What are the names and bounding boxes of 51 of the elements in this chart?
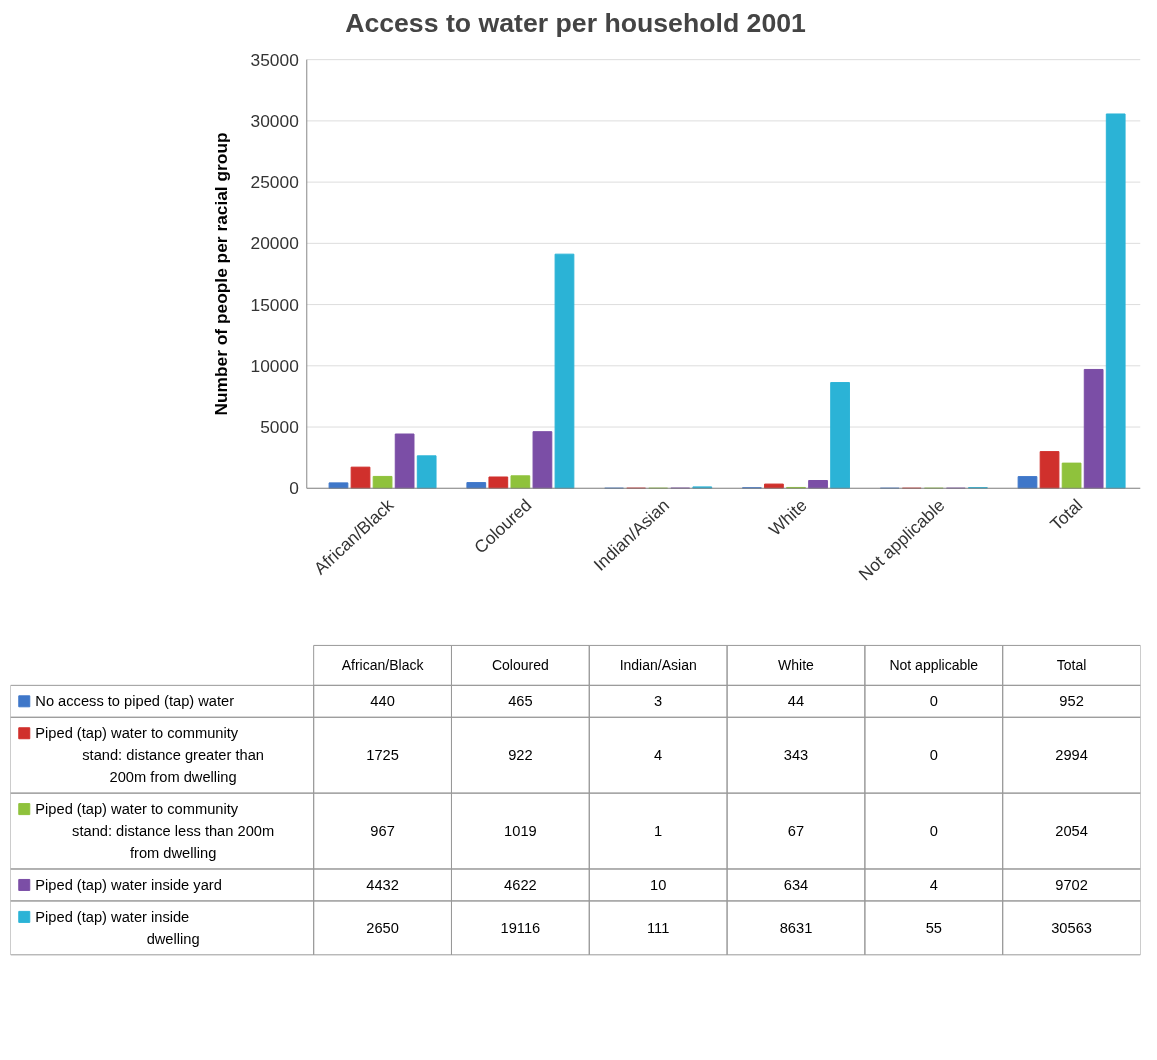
y-tick-label: 25000 bbox=[250, 172, 299, 193]
data-label: 922 bbox=[508, 747, 533, 764]
category-label: Not applicable bbox=[889, 657, 979, 674]
data-label: 634 bbox=[783, 876, 809, 893]
y-tick-label: 10000 bbox=[250, 355, 299, 376]
data-label: 967 bbox=[370, 823, 395, 840]
data-label: 4 bbox=[929, 876, 938, 893]
data-label: 19116 bbox=[500, 919, 541, 936]
category-label: Coloured bbox=[491, 657, 549, 674]
data-label: 465 bbox=[508, 693, 533, 710]
data-label: 8631 bbox=[779, 919, 813, 936]
data-label: 4 bbox=[654, 747, 663, 764]
y-tick-label: 0 bbox=[289, 478, 299, 499]
legend-label: Piped (tap) water to community stand: distance less than 200m from dwelling bbox=[35, 801, 275, 862]
data-label: 4432 bbox=[366, 876, 399, 893]
data-label: 44 bbox=[787, 693, 805, 710]
data-label: 111 bbox=[647, 919, 670, 936]
category-label: Total bbox=[1056, 657, 1087, 674]
legend-label: Piped (tap) water inside dwelling bbox=[35, 908, 200, 947]
y-tick-label: 5000 bbox=[260, 417, 299, 438]
data-label: 2994 bbox=[1055, 747, 1088, 764]
data-label: 2054 bbox=[1055, 823, 1088, 840]
data-label: 2650 bbox=[366, 919, 399, 936]
category-label: African/Black bbox=[341, 657, 424, 674]
data-label: 952 bbox=[1059, 693, 1084, 710]
data-label: 4622 bbox=[504, 876, 537, 893]
legend-label: Piped (tap) water to community stand: distance greater than 200m from dwelling bbox=[35, 725, 264, 786]
data-label: 0 bbox=[929, 693, 938, 710]
y-tick-label: 15000 bbox=[250, 294, 299, 315]
category-label: White bbox=[778, 657, 814, 674]
data-label: 1725 bbox=[366, 747, 399, 764]
data-label: 440 bbox=[370, 693, 395, 710]
data-label: 30563 bbox=[1051, 919, 1092, 936]
data-label: 67 bbox=[787, 823, 805, 840]
y-tick-label: 35000 bbox=[250, 49, 299, 70]
data-label: 0 bbox=[929, 823, 938, 840]
data-label: 9702 bbox=[1055, 876, 1088, 893]
data-label: 0 bbox=[929, 747, 938, 764]
data-label: 3 bbox=[654, 693, 663, 710]
y-axis-title: Number of people per racial group bbox=[211, 132, 232, 416]
data-label: 1 bbox=[654, 823, 663, 840]
data-label: 343 bbox=[783, 747, 809, 764]
data-label: 10 bbox=[650, 876, 667, 893]
data-label: 55 bbox=[925, 919, 942, 936]
data-label: 1019 bbox=[504, 823, 537, 840]
y-tick-label: 30000 bbox=[250, 110, 299, 131]
chart-title: Access to water per household 2001 bbox=[345, 7, 807, 38]
category-label: Indian/Asian bbox=[619, 657, 697, 674]
y-tick-label: 20000 bbox=[250, 233, 299, 254]
legend-label: Piped (tap) water inside yard bbox=[35, 876, 222, 893]
legend-label: No access to piped (tap) water bbox=[35, 693, 235, 710]
